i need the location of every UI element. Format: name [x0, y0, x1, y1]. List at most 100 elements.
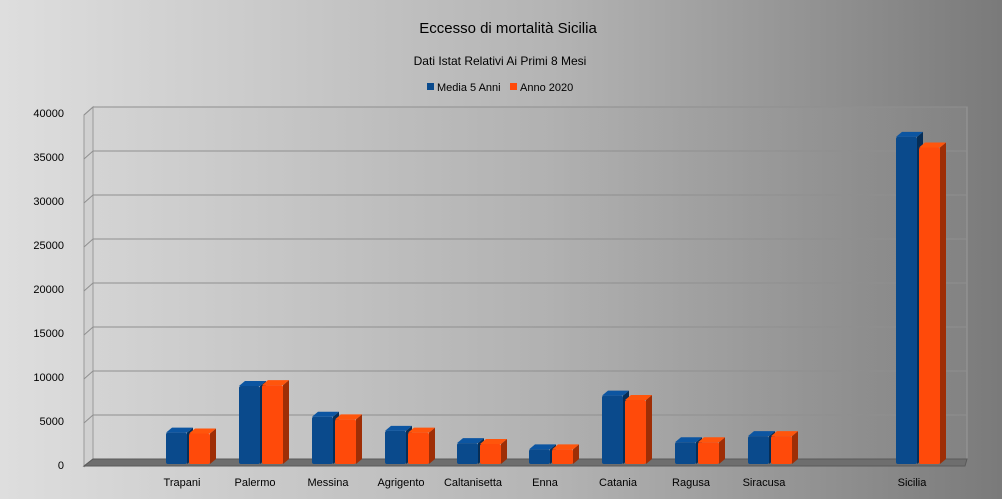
x-tick-label: Trapani	[164, 477, 201, 489]
bar	[675, 437, 702, 464]
x-tick-label: Agrigento	[377, 477, 424, 489]
bar	[385, 425, 412, 464]
bar-side	[719, 437, 725, 464]
bar-group	[166, 427, 216, 464]
bar-front	[166, 432, 187, 464]
bar	[312, 411, 339, 464]
bar-side	[501, 439, 507, 464]
chart-subtitle: Dati Istat Relativi Ai Primi 8 Mesi	[414, 54, 587, 68]
bar-front	[408, 432, 429, 464]
bars	[166, 131, 946, 465]
bar-top	[166, 427, 193, 433]
plot-wall	[83, 105, 968, 468]
legend-label: Media 5 Anni	[437, 82, 501, 94]
bar	[189, 428, 216, 464]
bar	[698, 437, 725, 464]
bar-top	[675, 437, 702, 443]
legend-item: Anno 2020	[510, 82, 573, 94]
bar-top	[552, 444, 579, 450]
bar	[771, 431, 798, 464]
bar-side	[573, 444, 579, 464]
y-tick-label: 15000	[33, 328, 64, 340]
bar-front	[385, 430, 406, 464]
bar-front	[335, 419, 356, 464]
bar-front	[552, 449, 573, 464]
bar	[166, 427, 193, 464]
y-tick-label: 0	[58, 460, 64, 472]
bar-side	[356, 414, 362, 464]
gridline-side	[83, 194, 94, 204]
gridline-side	[83, 414, 94, 424]
bar-front	[625, 400, 646, 464]
bar-group	[239, 380, 289, 464]
gridline-side	[83, 150, 94, 160]
bar-top	[408, 427, 435, 433]
chart-title: Eccesso di mortalità Sicilia	[419, 20, 597, 37]
bar	[919, 142, 946, 465]
bar	[602, 390, 629, 464]
bar-side	[283, 380, 289, 464]
legend-label: Anno 2020	[520, 82, 573, 94]
bar-top	[625, 395, 652, 401]
gridline-side	[83, 370, 94, 380]
x-tick-label: Ragusa	[672, 477, 711, 489]
bar-front	[771, 436, 792, 464]
bar-group	[312, 411, 362, 464]
gridline-side	[83, 106, 94, 116]
bar	[262, 380, 289, 464]
bar	[552, 444, 579, 464]
bar-front	[529, 449, 550, 464]
bar-top	[385, 425, 412, 431]
bar-group	[602, 390, 652, 464]
bar-front	[189, 433, 210, 464]
y-tick-label: 30000	[33, 196, 64, 208]
x-tick-label: Caltanisetta	[444, 477, 503, 489]
x-tick-label: Siracusa	[743, 477, 787, 489]
bar-front	[896, 136, 917, 465]
bar-top	[896, 131, 923, 137]
y-tick-label: 10000	[33, 372, 64, 384]
bar-group	[675, 437, 725, 464]
bar-front	[312, 416, 333, 464]
y-tick-label: 5000	[40, 416, 64, 428]
bar-top	[335, 414, 362, 420]
y-tick-label: 40000	[33, 108, 64, 120]
legend-swatch	[510, 83, 517, 90]
bar-group	[748, 431, 798, 464]
y-tick-label: 20000	[33, 284, 64, 296]
gridline-side	[83, 282, 94, 292]
x-tick-label: Palermo	[235, 477, 276, 489]
bar-front	[480, 444, 501, 464]
bar-front	[748, 436, 769, 464]
bar-front	[602, 395, 623, 464]
x-tick-label: Sicilia	[898, 477, 928, 489]
bar-top	[239, 380, 266, 386]
bar-side	[210, 428, 216, 464]
bar	[239, 380, 266, 464]
x-tick-label: Messina	[308, 477, 350, 489]
legend-item: Media 5 Anni	[427, 82, 501, 94]
bar-top	[262, 380, 289, 386]
bar-top	[529, 444, 556, 450]
bar-group	[457, 438, 507, 464]
y-tick-label: 35000	[33, 152, 64, 164]
plot-floor	[82, 458, 968, 467]
bar-front	[262, 385, 283, 464]
bar	[896, 131, 923, 465]
bar-top	[189, 428, 216, 434]
bar-top	[771, 431, 798, 437]
gridlines	[83, 106, 967, 468]
chart-legend: Media 5 Anni Anno 2020	[427, 82, 573, 94]
bar-group	[896, 131, 946, 465]
bar-side	[646, 395, 652, 464]
floor-top	[82, 458, 968, 467]
bar-side	[429, 427, 435, 464]
bar-side	[792, 431, 798, 464]
bar-top	[698, 437, 725, 443]
bar	[335, 414, 362, 464]
y-tick-label: 25000	[33, 240, 64, 252]
gridline-side	[83, 326, 94, 336]
bar-group	[385, 425, 435, 464]
